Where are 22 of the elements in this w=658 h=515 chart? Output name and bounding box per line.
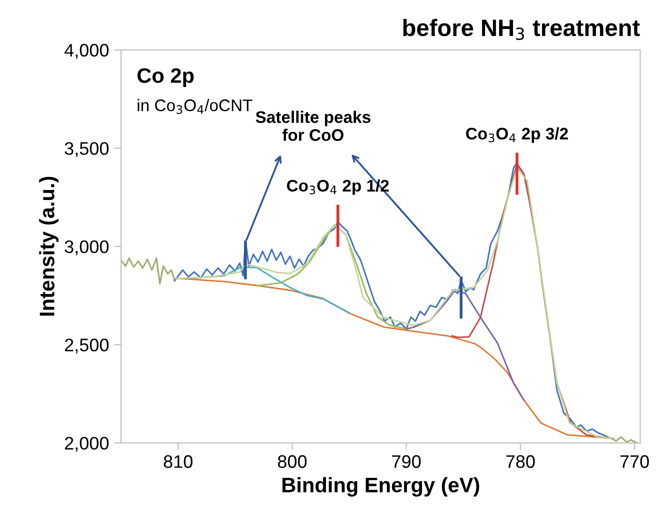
x-axis-title: Binding Energy (eV) [282,477,480,497]
annotation: Co$_{3}$O$_{4}$ 2p 3/2 [466,127,568,143]
annotation: in Co$_{3}$O$_{4}$/oCNT [138,98,252,114]
line-series [257,224,408,330]
y-tick-label: 2,500 [64,338,109,354]
x-tick-label: 800 [278,455,307,468]
annotation: Satellite peaks for CoO [256,110,370,141]
line-series [406,288,525,401]
annotation: Co 2p [138,68,194,88]
line-series [451,163,612,439]
y-tick-label: 2,000 [64,436,109,452]
line-series [121,257,176,285]
x-tick-label: 780 [506,455,535,468]
y-axis-title: Intensity (a.u.) [39,176,59,316]
y-tick-label: 3,500 [64,142,109,158]
x-tick-label: 770 [620,455,649,468]
chart-title: before NH$_{3}$ treatment [403,18,640,40]
y-tick-label: 4,000 [64,44,109,59]
y-tick-label: 3,000 [64,240,109,256]
x-tick-label: 810 [164,455,192,468]
line-series [188,266,350,314]
x-tick-label: 790 [392,455,421,468]
